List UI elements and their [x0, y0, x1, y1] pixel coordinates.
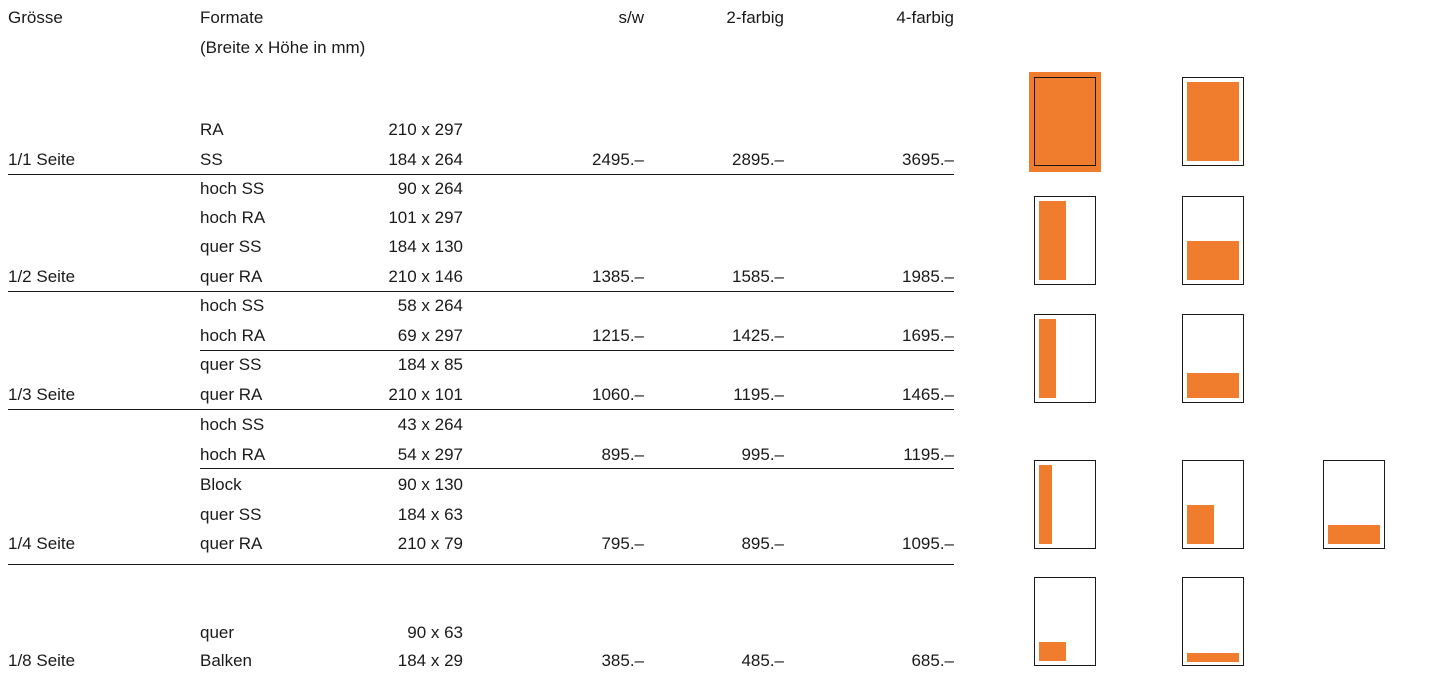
format-name: hoch SS	[200, 296, 265, 315]
format-name: quer SS	[200, 355, 262, 374]
price-4-color: 3695.–	[902, 150, 954, 169]
format-dimensions: 184 x 29	[397, 651, 463, 670]
ad-area	[1039, 201, 1066, 280]
price-4-color: 1985.–	[902, 267, 954, 286]
third-page-vertical-thumbnail	[1034, 314, 1096, 403]
format-name: quer SS	[200, 237, 262, 256]
third-page-horizontal-thumbnail	[1182, 314, 1244, 403]
size-label-third-page: 1/3 Seite	[8, 385, 76, 404]
format-dimensions: 184 x 85	[397, 355, 463, 374]
row-divider	[8, 291, 954, 292]
price-2-color: 995.–	[741, 445, 784, 464]
size-label-quarter-page: 1/4 Seite	[8, 534, 76, 553]
full-page-bleed-thumbnail	[1029, 72, 1101, 172]
column-header-bw: s/w	[618, 8, 645, 27]
price-2-color: 1195.–	[733, 385, 784, 404]
format-name: RA	[200, 120, 224, 139]
ad-area	[1187, 241, 1239, 280]
column-header-4-color: 4-farbig	[896, 8, 954, 27]
format-dimensions: 184 x 130	[388, 237, 463, 256]
full-page-type-area-thumbnail	[1182, 77, 1244, 166]
sub-row-divider	[200, 350, 954, 351]
format-name: Block	[200, 475, 242, 494]
price-bw: 385.–	[601, 651, 644, 670]
price-4-color: 1465.–	[902, 385, 954, 404]
price-2-color: 1585.–	[732, 267, 784, 286]
format-dimensions: 101 x 297	[388, 208, 463, 227]
format-name: Balken	[200, 651, 252, 670]
price-bw: 795.–	[601, 534, 644, 553]
format-dimensions: 210 x 297	[388, 120, 463, 139]
ad-area	[1039, 642, 1066, 661]
price-bw: 895.–	[601, 445, 644, 464]
price-2-color: 485.–	[741, 651, 784, 670]
ad-area	[1039, 465, 1052, 544]
quarter-page-vertical-thumbnail	[1034, 460, 1096, 549]
price-4-color: 685.–	[911, 651, 954, 670]
price-2-color: 1425.–	[732, 326, 784, 345]
eighth-page-banner-thumbnail	[1182, 577, 1244, 666]
ad-area	[1039, 319, 1056, 398]
ad-area	[1187, 653, 1239, 662]
price-bw: 2495.–	[592, 150, 644, 169]
format-dimensions: 90 x 63	[407, 623, 463, 642]
format-name: hoch SS	[200, 415, 265, 434]
format-dimensions: 184 x 264	[388, 150, 463, 169]
price-bw: 1385.–	[592, 267, 644, 286]
quarter-page-block-thumbnail	[1182, 460, 1244, 549]
format-dimensions: 90 x 264	[397, 179, 463, 198]
format-name: quer	[200, 623, 235, 642]
format-dimensions: 210 x 101	[388, 385, 463, 404]
quarter-page-horizontal-thumbnail	[1323, 460, 1385, 549]
price-bw: 1215.–	[592, 326, 644, 345]
format-dimensions: 58 x 264	[397, 296, 463, 315]
format-name: quer RA	[200, 267, 263, 286]
format-name: quer RA	[200, 385, 263, 404]
price-4-color: 1095.–	[902, 534, 954, 553]
column-header-formats-unit: (Breite x Höhe in mm)	[200, 38, 366, 57]
size-label-full-page: 1/1 Seite	[8, 150, 76, 169]
price-bw: 1060.–	[592, 385, 644, 404]
size-label-half-page: 1/2 Seite	[8, 267, 76, 286]
format-dimensions: 210 x 79	[397, 534, 463, 553]
price-4-color: 1695.–	[902, 326, 954, 345]
sub-row-divider	[200, 468, 954, 469]
format-dimensions: 54 x 297	[397, 445, 463, 464]
page-trim-outline	[1034, 77, 1096, 166]
format-name: hoch RA	[200, 208, 266, 227]
size-label-eighth-page: 1/8 Seite	[8, 651, 76, 670]
ad-area	[1187, 505, 1214, 544]
column-header-2-color: 2-farbig	[726, 8, 784, 27]
format-dimensions: 184 x 63	[397, 505, 463, 524]
format-name: hoch RA	[200, 445, 266, 464]
row-divider	[8, 174, 954, 175]
ad-area	[1187, 82, 1239, 161]
format-dimensions: 43 x 264	[397, 415, 463, 434]
half-page-vertical-thumbnail	[1034, 196, 1096, 285]
price-2-color: 2895.–	[732, 150, 784, 169]
price-2-color: 895.–	[741, 534, 784, 553]
format-dimensions: 69 x 297	[397, 326, 463, 345]
format-dimensions: 210 x 146	[388, 267, 463, 286]
column-header-formats: Formate	[200, 8, 264, 27]
format-dimensions: 90 x 130	[397, 475, 463, 494]
price-4-color: 1195.–	[903, 445, 954, 464]
ad-area	[1328, 525, 1380, 544]
row-divider	[8, 564, 954, 565]
format-name: hoch RA	[200, 326, 266, 345]
column-header-size: Grösse	[8, 8, 63, 27]
ad-area	[1187, 373, 1239, 398]
format-name: SS	[200, 150, 223, 169]
eighth-page-horizontal-thumbnail	[1034, 577, 1096, 666]
half-page-horizontal-thumbnail	[1182, 196, 1244, 285]
format-name: hoch SS	[200, 179, 265, 198]
format-name: quer SS	[200, 505, 262, 524]
row-divider	[8, 409, 954, 410]
format-name: quer RA	[200, 534, 263, 553]
